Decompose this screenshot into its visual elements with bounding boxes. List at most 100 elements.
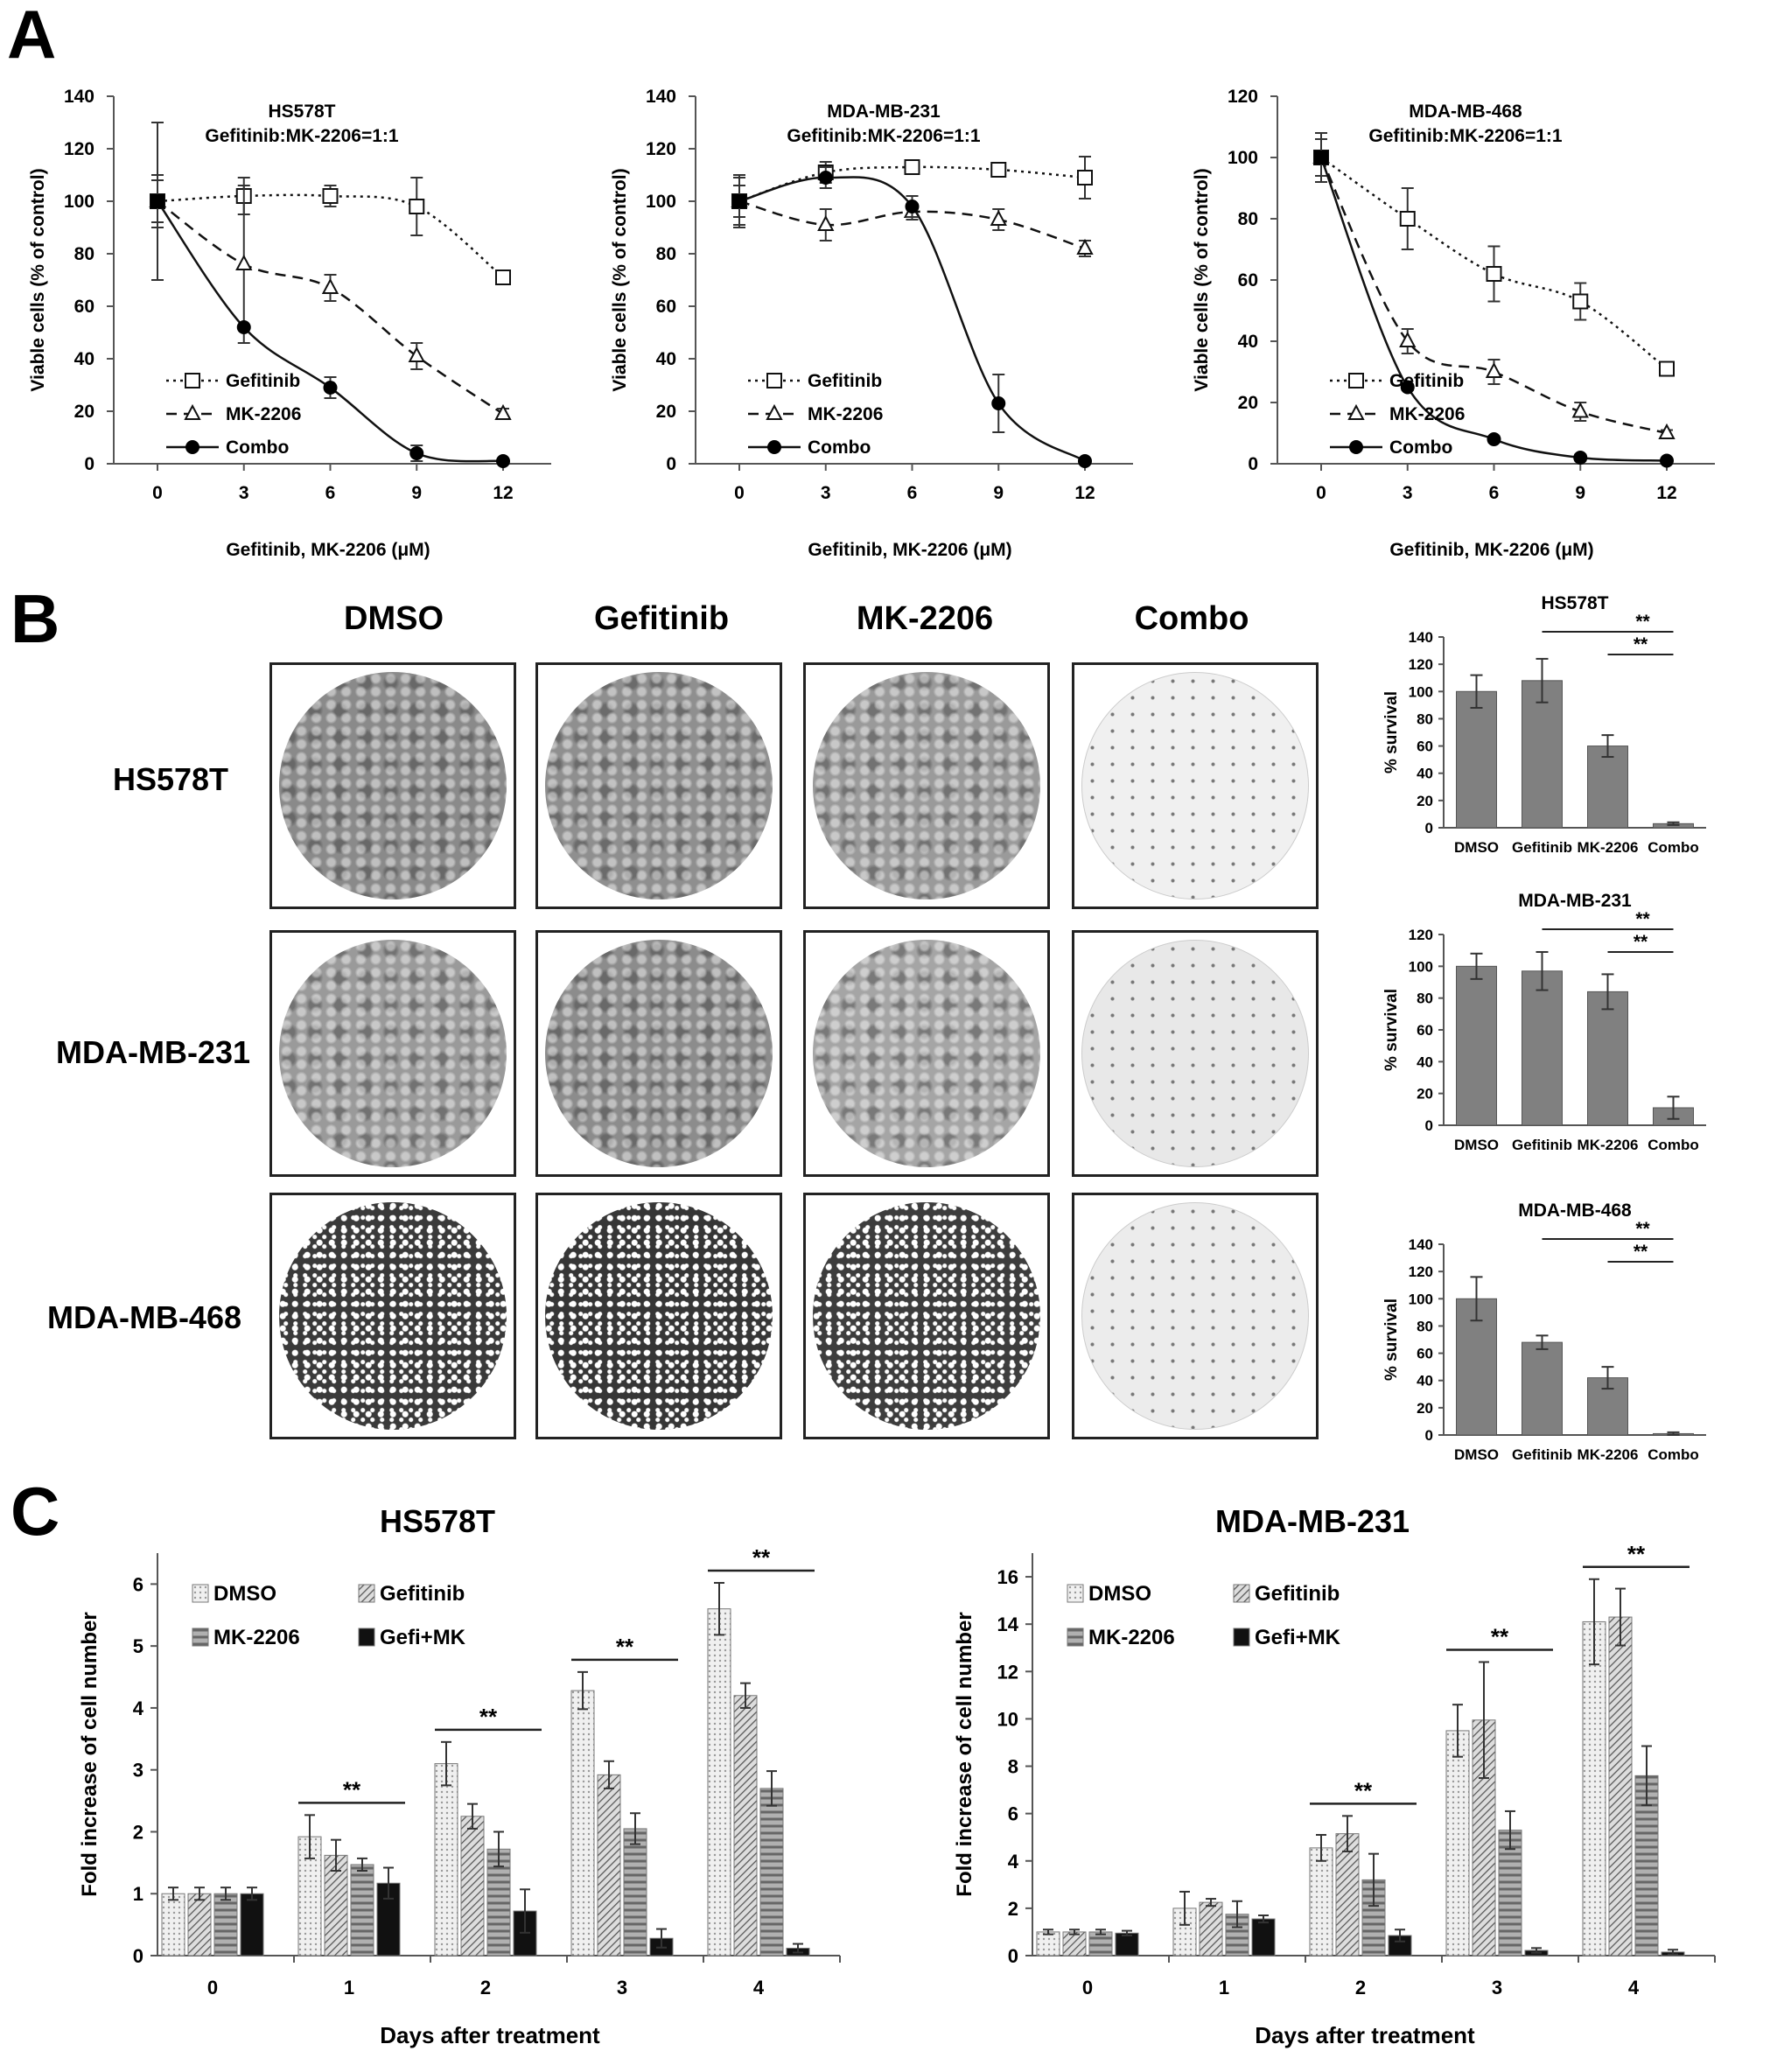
legend-label: Combo (226, 438, 289, 458)
legend-marker-gefitinib (185, 373, 200, 388)
y-tick-label: 80 (656, 244, 676, 264)
legend-label: MK-2206 (1088, 1626, 1175, 1649)
y-axis-label: Fold increase of cell number (78, 1612, 101, 1896)
y-tick-label: 100 (1409, 958, 1433, 975)
error-bar (1470, 674, 1483, 709)
y-tick-label: 16 (997, 1566, 1018, 1588)
line-chart-hs578t: 0 20 40 60 80 100 120 140 0 3 6 9 12 Gefitinib, MK-22… (28, 87, 551, 560)
x-tick-label: 9 (1575, 483, 1585, 503)
column-header-gefitinib: Gefitinib (593, 600, 730, 637)
plate-well (279, 940, 507, 1167)
bar-gefitinib (1522, 680, 1563, 829)
y-tick-label: 60 (1238, 270, 1258, 290)
x-axis-label: Gefitinib, MK-2206 (μM) (226, 540, 430, 560)
column-header-mk2206: MK-2206 (856, 600, 994, 637)
error-bar (1395, 1928, 1405, 1942)
y-tick-label: 140 (646, 87, 676, 107)
error-bar (1470, 1276, 1483, 1322)
legend-swatch-mk-2206 (192, 1628, 209, 1647)
x-axis-label: Days after treatment (380, 2022, 600, 2048)
error-bar (304, 1814, 315, 1859)
plate-well (1081, 940, 1309, 1167)
plate-well (1081, 672, 1309, 900)
x-tick-label: 3 (821, 483, 831, 503)
x-tick-label: 0 (1316, 483, 1326, 503)
y-tick-label: 60 (656, 297, 676, 317)
y-tick-label: 120 (1409, 1264, 1433, 1280)
error-bar (1667, 821, 1680, 826)
y-tick-label: 4 (133, 1698, 144, 1719)
error-bar (1536, 1334, 1549, 1350)
legend-marker-combo (767, 440, 781, 454)
y-tick-label: 100 (1409, 683, 1433, 700)
data-point-mk-2206 (1076, 238, 1094, 255)
error-bar (1232, 1900, 1242, 1928)
legend-swatch-gefitinib (1233, 1584, 1250, 1603)
y-tick-label: 120 (1409, 927, 1433, 943)
colony-plate-mda-mb-231-mk-2206 (803, 930, 1050, 1177)
x-tick-label: 12 (1656, 483, 1676, 503)
bar-dmso (1456, 965, 1497, 1126)
chart-subtitle: Gefitinib:MK-2206=1:1 (787, 126, 980, 146)
legend-label: Gefitinib (226, 371, 300, 391)
data-point-combo (150, 194, 164, 208)
y-tick-label: 0 (1008, 1945, 1018, 1967)
error-bar (1452, 1704, 1463, 1758)
data-point-combo (409, 446, 424, 460)
x-tick-label: MK-2206 (1578, 1446, 1639, 1463)
significance-mark: ** (1634, 634, 1648, 654)
data-point-mk-2206 (1485, 361, 1503, 378)
bar-mk-2206 (1587, 990, 1628, 1126)
plate-well (279, 1202, 507, 1430)
y-tick-label: 60 (1417, 738, 1433, 755)
x-axis-label: Days after treatment (1255, 2022, 1475, 2048)
y-tick-label: 40 (74, 349, 94, 369)
x-tick-label: 2 (480, 1977, 491, 1998)
y-tick-label: 14 (997, 1614, 1019, 1635)
y-tick-label: 100 (64, 192, 94, 212)
error-bar (1536, 950, 1549, 991)
data-point-gefitinib (1399, 211, 1416, 227)
x-tick-label: Combo (1648, 1137, 1699, 1153)
x-tick-label: MK-2206 (1578, 1137, 1639, 1153)
error-bar (1316, 1834, 1326, 1862)
y-axis-label: % survival (1382, 691, 1401, 774)
data-point-mk-2206 (321, 277, 339, 294)
y-tick-label: 12 (997, 1661, 1018, 1683)
y-tick-label: 120 (1228, 87, 1258, 107)
error-bar (793, 1942, 803, 1954)
y-tick-label: 1 (133, 1883, 143, 1905)
legend-label: Combo (808, 438, 871, 458)
data-point-mk-2206 (235, 254, 253, 270)
error-bar (1531, 1947, 1542, 1954)
legend-label: DMSO (213, 1582, 276, 1606)
bar-gefi-mk-day-0 (1115, 1932, 1139, 1956)
y-tick-label: 6 (133, 1573, 143, 1595)
bar-mk-2206-day-1 (350, 1864, 374, 1956)
legend-marker-gefitinib (766, 373, 782, 388)
x-tick-label: Combo (1648, 1446, 1699, 1463)
legend-label: Gefitinib (380, 1582, 465, 1606)
x-axis-label: Gefitinib, MK-2206 (μM) (808, 540, 1011, 560)
column-header-dmso: DMSO (344, 600, 444, 637)
legend-label: MK-2206 (1389, 404, 1465, 424)
y-tick-label: 0 (1425, 820, 1433, 836)
y-tick-label: 80 (1238, 209, 1258, 229)
series-line-combo (738, 176, 1086, 463)
error-bar (1043, 1928, 1053, 1936)
error-bar (1179, 1890, 1190, 1926)
y-tick-label: 140 (64, 87, 94, 107)
data-point-gefitinib (495, 270, 511, 285)
legend-label: Gefi+MK (380, 1626, 466, 1649)
y-axis-label: Viable cells (% of control) (610, 168, 630, 391)
y-tick-label: 3 (133, 1760, 143, 1782)
chart-title: MDA-MB-468 (1409, 102, 1522, 122)
colony-plate-hs578t-mk-2206 (803, 662, 1050, 909)
y-tick-label: 4 (1008, 1851, 1019, 1872)
legend-swatch-dmso (1067, 1584, 1084, 1603)
plate-well (813, 940, 1040, 1167)
error-bar (714, 1581, 724, 1636)
error-bar (740, 1682, 751, 1709)
x-tick-label: 4 (1628, 1977, 1640, 1998)
chart-title: MDA-MB-468 (1518, 1200, 1632, 1221)
